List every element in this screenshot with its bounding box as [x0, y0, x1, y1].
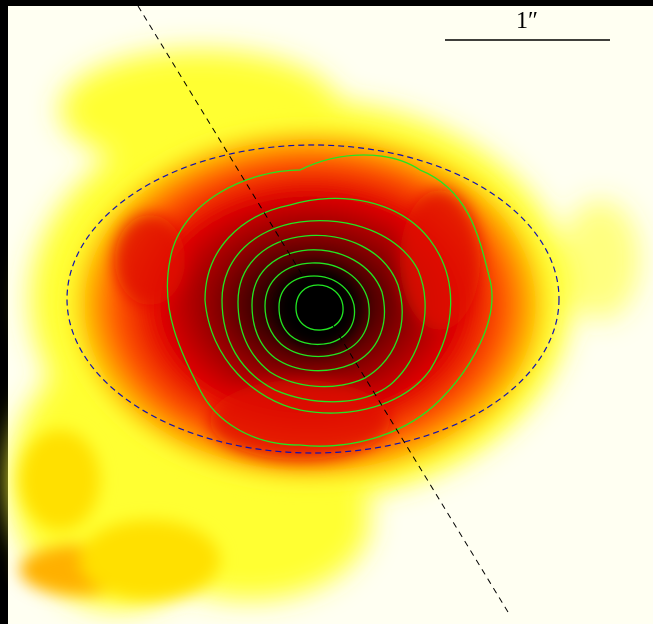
contours — [166, 154, 493, 447]
emission-map — [10, 50, 640, 610]
axis-line — [137, 5, 509, 613]
scale-bar-label: 1″ — [516, 8, 538, 34]
aperture-ellipse — [66, 144, 560, 454]
